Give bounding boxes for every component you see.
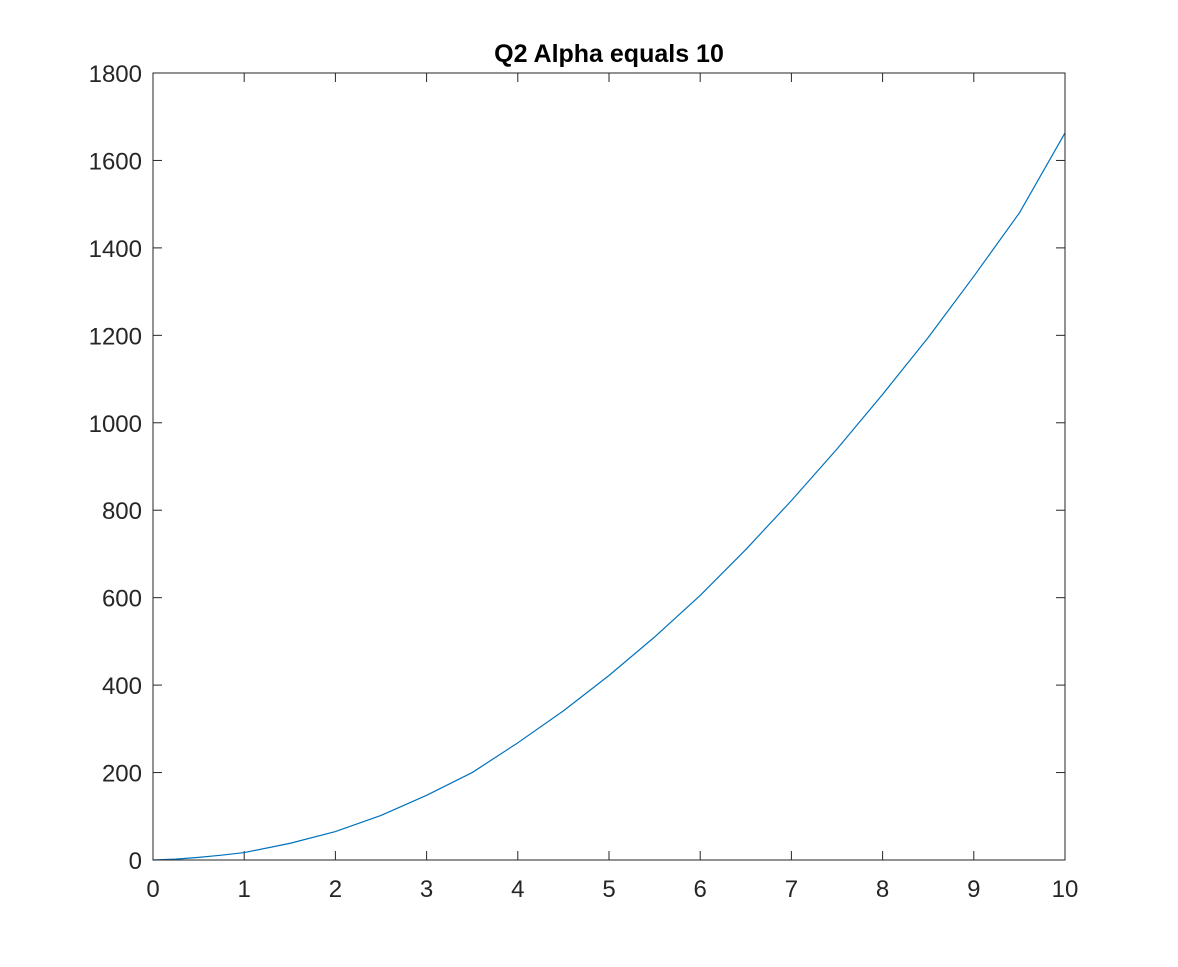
x-tick-label: 9 — [967, 876, 980, 903]
x-tick-label: 7 — [785, 876, 798, 903]
y-tick-labels: 0 200 400 600 800 1000 1200 1400 1600 1800 — [89, 61, 142, 875]
x-tick-label: 5 — [602, 876, 615, 903]
x-tick-label: 8 — [876, 876, 889, 903]
series-layer — [152, 132, 1066, 861]
x-tick-label: 1 — [238, 876, 251, 903]
y-tick-label: 800 — [102, 498, 142, 525]
x-tick-label: 2 — [329, 876, 342, 903]
y-tick-label: 1000 — [89, 411, 142, 438]
x-tick-label: 3 — [420, 876, 433, 903]
y-tick-label: 1200 — [89, 323, 142, 350]
series-line-0 — [152, 132, 1066, 861]
axes-box — [152, 72, 1066, 861]
x-tick-label: 0 — [146, 876, 159, 903]
y-tick-label: 0 — [129, 848, 142, 875]
chart-title: Q2 Alpha equals 10 — [494, 40, 724, 68]
y-tick-label: 200 — [102, 761, 142, 788]
x-tick-label: 6 — [694, 876, 707, 903]
x-tick-label: 4 — [511, 876, 524, 903]
y-tick-label: 1600 — [89, 148, 142, 175]
x-tick-label: 10 — [1052, 876, 1079, 903]
y-tick-label: 1800 — [89, 61, 142, 88]
plot-area — [153, 73, 1065, 860]
y-tick-label: 400 — [102, 673, 142, 700]
x-tick-labels: 0 1 2 3 4 5 6 7 8 9 10 — [146, 876, 1078, 903]
y-tick-label: 1400 — [89, 236, 142, 263]
y-tick-label: 600 — [102, 586, 142, 613]
